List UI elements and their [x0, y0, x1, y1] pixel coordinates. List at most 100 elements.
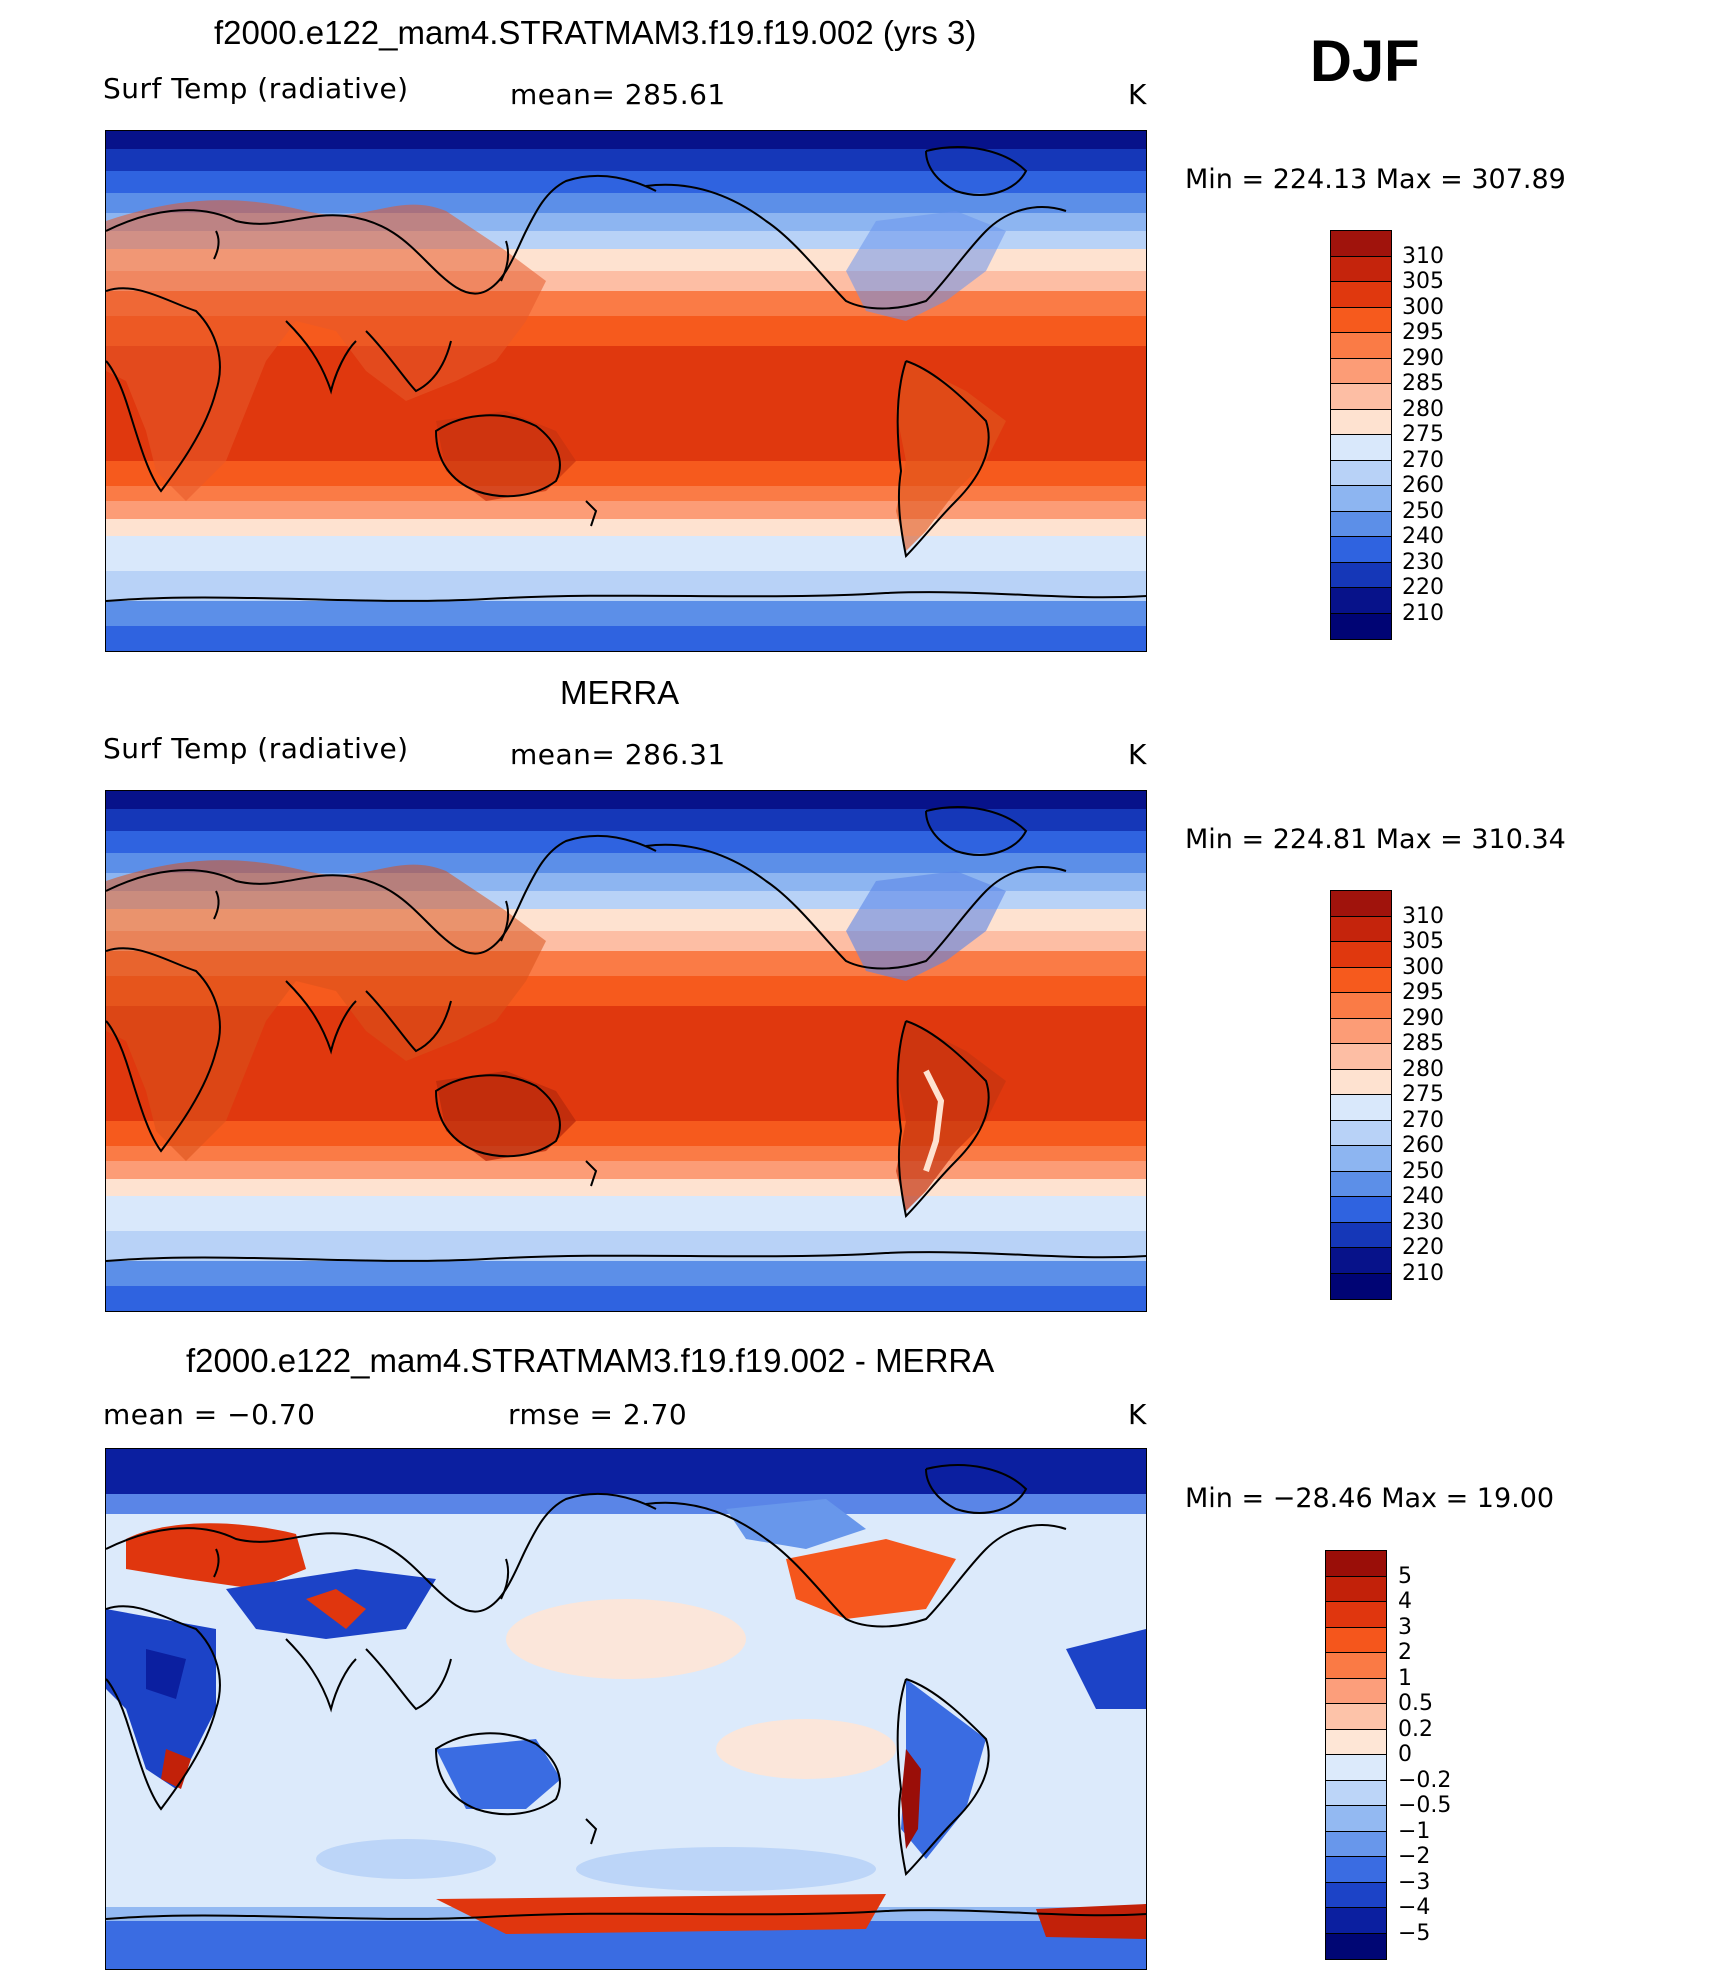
colorbar-swatch [1331, 1120, 1391, 1146]
colorbar-swatch [1331, 1197, 1391, 1223]
colorbar-tick-label: 220 [1402, 575, 1444, 600]
colorbar-swatch [1331, 409, 1391, 435]
temperature-band [106, 149, 1146, 171]
colorbar-tick-label: 0.2 [1398, 1716, 1433, 1742]
colorbar-swatch [1326, 1551, 1386, 1577]
colorbar-tick-label: 0 [1398, 1742, 1412, 1767]
colorbar-tick-label: 4 [1398, 1589, 1412, 1614]
colorbar-swatch [1326, 1704, 1386, 1730]
colorbar-swatch [1331, 562, 1391, 588]
colorbar-tick-label: 250 [1402, 498, 1444, 524]
panel-diff-title: f2000.e122_mam4.STRATMAM3.f19.f19.002 - … [186, 1342, 995, 1379]
colorbar-tick-label: 280 [1402, 1056, 1444, 1082]
colorbar-tick-label: 270 [1402, 447, 1444, 473]
coast-eurasia [106, 174, 657, 295]
model-colorbar [1330, 230, 1392, 640]
colorbar-swatch [1326, 1755, 1386, 1781]
colorbar-swatch [1326, 1653, 1386, 1679]
temperature-band [106, 461, 1146, 486]
temperature-band [106, 791, 1146, 809]
panel-diff-minmax: Min = −28.46 Max = 19.00 [1185, 1483, 1555, 1514]
colorbar-swatch [1331, 588, 1391, 614]
colorbar-tick-label: −0.5 [1398, 1793, 1452, 1818]
colorbar-swatch [1331, 942, 1391, 968]
obs-colorbar [1330, 890, 1392, 1300]
obs-temperature-map [105, 790, 1147, 1312]
colorbar-tick-label: 295 [1402, 980, 1444, 1005]
colorbar-swatch [1326, 1831, 1386, 1857]
colorbar-swatch [1331, 967, 1391, 993]
panel-obs-minmax: Min = 224.81 Max = 310.34 [1185, 824, 1566, 855]
panel-diff-rmse: rmse = 2.70 [508, 1398, 688, 1431]
temperature-band [106, 809, 1146, 831]
colorbar-swatch [1331, 282, 1391, 308]
temperature-band [106, 536, 1146, 571]
colorbar-swatch [1326, 1857, 1386, 1883]
colorbar-swatch [1331, 1222, 1391, 1248]
coast-africa [106, 287, 221, 493]
temperature-band [106, 131, 1146, 149]
temperature-band [106, 1179, 1146, 1196]
colorbar-swatch [1326, 1627, 1386, 1653]
colorbar-swatch [1326, 1780, 1386, 1806]
colorbar-tick-label: −4 [1398, 1895, 1431, 1920]
colorbar-swatch [1326, 1576, 1386, 1602]
temperature-band [106, 626, 1146, 651]
colorbar-swatch [1326, 1806, 1386, 1832]
colorbar-tick-label: 240 [1402, 1184, 1444, 1209]
colorbar-tick-label: 290 [1402, 345, 1444, 371]
temperature-band [106, 171, 1146, 193]
colorbar-tick-label: 275 [1402, 422, 1444, 447]
colorbar-tick-label: 5 [1398, 1563, 1412, 1589]
colorbar-tick-label: −1 [1398, 1818, 1431, 1844]
panel-model-minmax: Min = 224.13 Max = 307.89 [1185, 164, 1566, 195]
coast-seasia [365, 330, 452, 393]
colorbar-swatch [1326, 1933, 1386, 1959]
panel-model-mean: mean= 285.61 [510, 78, 726, 111]
model-temperature-map [105, 130, 1147, 652]
temperature-band [106, 486, 1146, 501]
colorbar-tick-label: 0.5 [1398, 1691, 1433, 1716]
coast-australia [434, 414, 561, 498]
temperature-band [106, 1196, 1146, 1231]
colorbar-tick-label: −5 [1398, 1920, 1431, 1946]
colorbar-tick-label: 285 [1402, 371, 1444, 396]
colorbar-swatch [1331, 613, 1391, 639]
colorbar-swatch [1331, 256, 1391, 282]
colorbar-tick-label: 1 [1398, 1665, 1412, 1691]
land-model [106, 200, 1006, 551]
colorbar-tick-label: 230 [1402, 1209, 1444, 1235]
colorbar-swatch [1326, 1602, 1386, 1628]
season-label: DJF [1310, 29, 1420, 94]
colorbar-tick-label: 280 [1402, 396, 1444, 422]
coast-nz [585, 500, 598, 527]
colorbar-swatch [1331, 1171, 1391, 1197]
colorbar-swatch [1331, 486, 1391, 512]
land-obs [106, 860, 1006, 1211]
colorbar-tick-label: 3 [1398, 1614, 1412, 1640]
colorbar-tick-label: 260 [1402, 473, 1444, 498]
temperature-band [106, 1121, 1146, 1146]
colorbar-swatch [1331, 307, 1391, 333]
colorbar-swatch [1331, 435, 1391, 461]
panel-model-variable: Surf Temp (radiative) [103, 72, 409, 105]
coast-antarctica [106, 591, 1146, 602]
temperature-band [106, 519, 1146, 536]
colorbar-tick-label: 310 [1402, 903, 1444, 929]
colorbar-swatch [1331, 384, 1391, 410]
colorbar-tick-label: 310 [1402, 243, 1444, 269]
temperature-band [106, 831, 1146, 853]
colorbar-swatch [1331, 993, 1391, 1019]
colorbar-swatch [1326, 1678, 1386, 1704]
colorbar-swatch [1331, 916, 1391, 942]
panel-model-title: f2000.e122_mam4.STRATMAM3.f19.f19.002 (y… [214, 14, 977, 51]
colorbar-swatch [1326, 1908, 1386, 1934]
panel-obs-variable: Surf Temp (radiative) [103, 732, 409, 765]
colorbar-tick-label: 295 [1402, 320, 1444, 345]
colorbar-tick-label: 270 [1402, 1107, 1444, 1133]
temperature-band [106, 601, 1146, 626]
colorbar-tick-label: 210 [1402, 600, 1444, 626]
colorbar-tick-label: 285 [1402, 1031, 1444, 1056]
coast-southamerica [896, 360, 990, 559]
colorbar-swatch [1331, 511, 1391, 537]
